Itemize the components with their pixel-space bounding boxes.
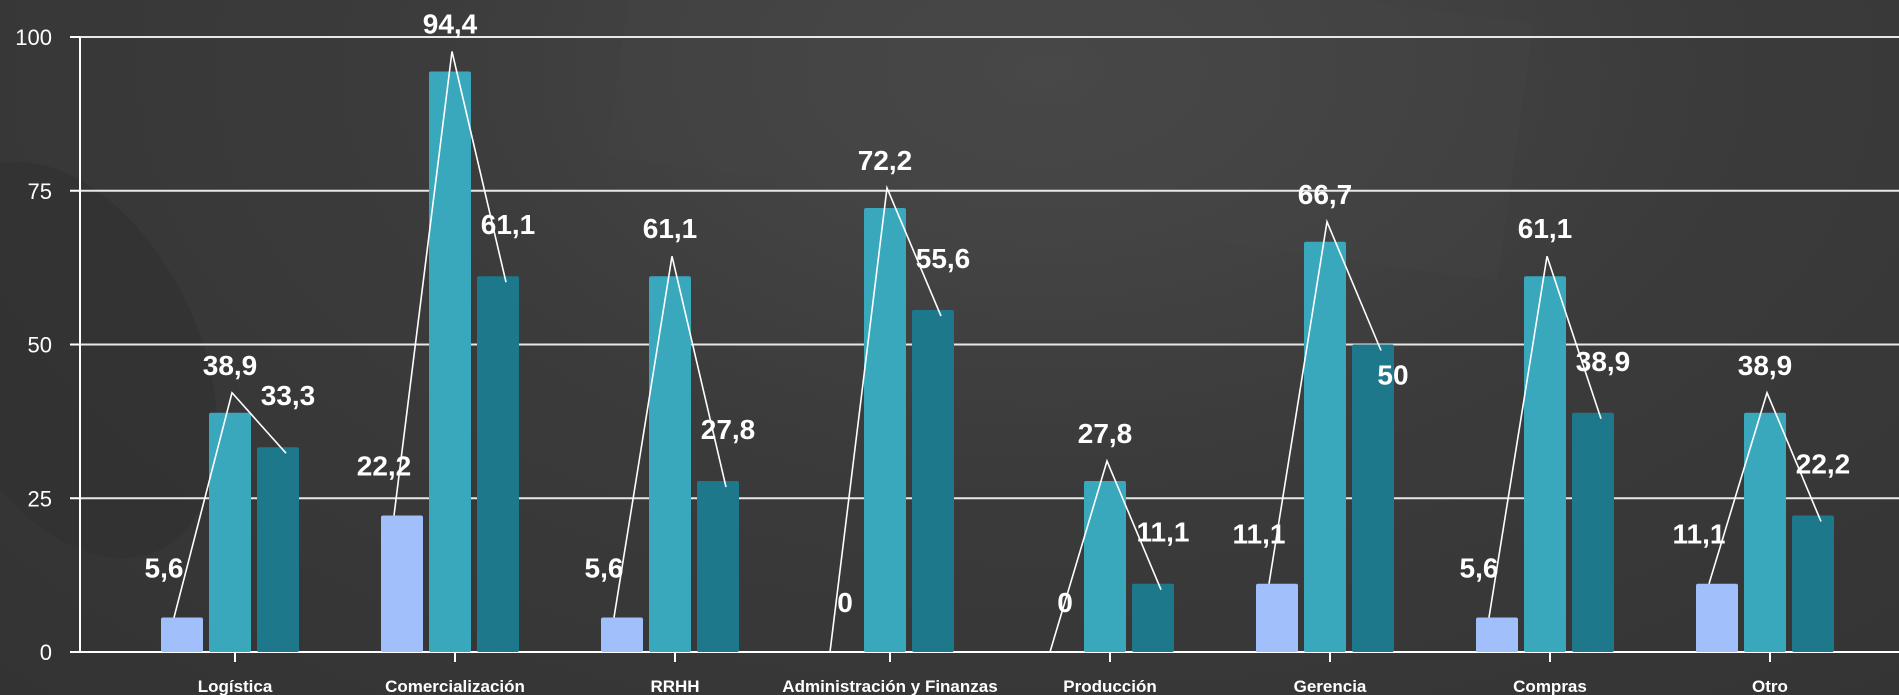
bar <box>429 71 471 652</box>
data-label: 22,2 <box>1796 448 1851 479</box>
leader-line <box>1049 458 1162 653</box>
x-tick-label: Producción <box>1063 677 1157 695</box>
data-label: 38,9 <box>203 350 258 381</box>
data-label: 5,6 <box>145 553 184 584</box>
data-labels: 5,638,933,322,294,461,15,661,127,8072,25… <box>145 8 1851 618</box>
x-tick-label: RRHH <box>650 677 699 695</box>
data-label: 50 <box>1377 360 1408 391</box>
data-label: 11,1 <box>1673 519 1726 550</box>
bar <box>209 412 251 652</box>
data-label: 55,6 <box>916 243 971 274</box>
data-label: 5,6 <box>585 553 624 584</box>
data-label: 94,4 <box>423 8 478 39</box>
data-label: 61,1 <box>643 213 698 244</box>
bars <box>161 71 1834 653</box>
data-label: 61,1 <box>481 209 536 240</box>
bar <box>257 447 299 652</box>
data-label: 11,1 <box>1233 519 1286 550</box>
bar <box>864 207 906 652</box>
leader-line <box>613 256 727 618</box>
bar <box>381 515 423 652</box>
bar <box>1256 583 1298 652</box>
data-label: 0 <box>837 587 853 618</box>
bar <box>477 276 519 652</box>
bar <box>649 276 691 652</box>
bar <box>697 481 739 652</box>
y-tick-label-25: 25 <box>28 486 52 511</box>
x-tick-label: Otro <box>1752 677 1788 695</box>
bar <box>1792 515 1834 652</box>
y-tick-label-100: 100 <box>15 25 52 50</box>
data-label: 66,7 <box>1298 179 1353 210</box>
bar <box>1572 412 1614 652</box>
leader-lines <box>173 51 1822 653</box>
data-label: 27,8 <box>701 414 756 445</box>
data-label: 38,9 <box>1738 350 1793 381</box>
bar <box>1476 617 1518 652</box>
y-tick-label-50: 50 <box>28 333 52 358</box>
data-label: 38,9 <box>1576 346 1631 377</box>
x-tick-label: Comercialización <box>385 677 525 695</box>
data-label: 5,6 <box>1460 553 1499 584</box>
data-label: 11,1 <box>1137 517 1190 548</box>
leader-line <box>173 391 287 618</box>
bar <box>1304 241 1346 653</box>
leader-line <box>393 51 507 516</box>
data-label: 0 <box>1057 587 1073 618</box>
x-tick-label: Compras <box>1513 677 1587 695</box>
leader-line <box>1708 390 1822 584</box>
bar <box>1084 481 1126 652</box>
bar <box>1132 583 1174 652</box>
bar <box>1352 344 1394 652</box>
data-label: 72,2 <box>858 145 913 176</box>
leader-line <box>829 184 942 653</box>
bar <box>1744 412 1786 652</box>
bar <box>912 310 954 652</box>
bar <box>601 617 643 652</box>
bar <box>161 617 203 652</box>
data-label: 33,3 <box>261 380 316 411</box>
leader-line <box>1268 218 1382 584</box>
data-label: 27,8 <box>1078 418 1133 449</box>
y-tick-label-75: 75 <box>28 179 52 204</box>
data-label: 61,1 <box>1518 213 1573 244</box>
gridlines <box>80 36 1899 500</box>
bar <box>1696 583 1738 652</box>
x-tick-label: Logística <box>198 677 273 695</box>
data-label: 22,2 <box>357 450 412 481</box>
x-tick-label: Gerencia <box>1294 677 1367 695</box>
x-tick-label: Administración y Finanzas <box>782 677 997 695</box>
bar <box>1524 276 1566 652</box>
y-tick-label-0: 0 <box>40 640 52 665</box>
leader-line <box>1488 255 1602 618</box>
